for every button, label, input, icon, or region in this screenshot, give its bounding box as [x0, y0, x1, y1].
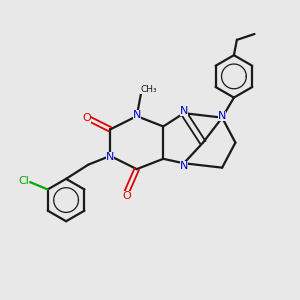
Text: N: N	[133, 110, 141, 120]
Text: Cl: Cl	[18, 176, 29, 186]
Text: O: O	[122, 191, 131, 201]
Text: N: N	[180, 106, 188, 116]
Text: N: N	[218, 111, 226, 121]
Text: N: N	[180, 160, 188, 171]
Text: N: N	[106, 152, 114, 162]
Text: CH₃: CH₃	[140, 85, 157, 94]
Text: O: O	[82, 112, 91, 123]
